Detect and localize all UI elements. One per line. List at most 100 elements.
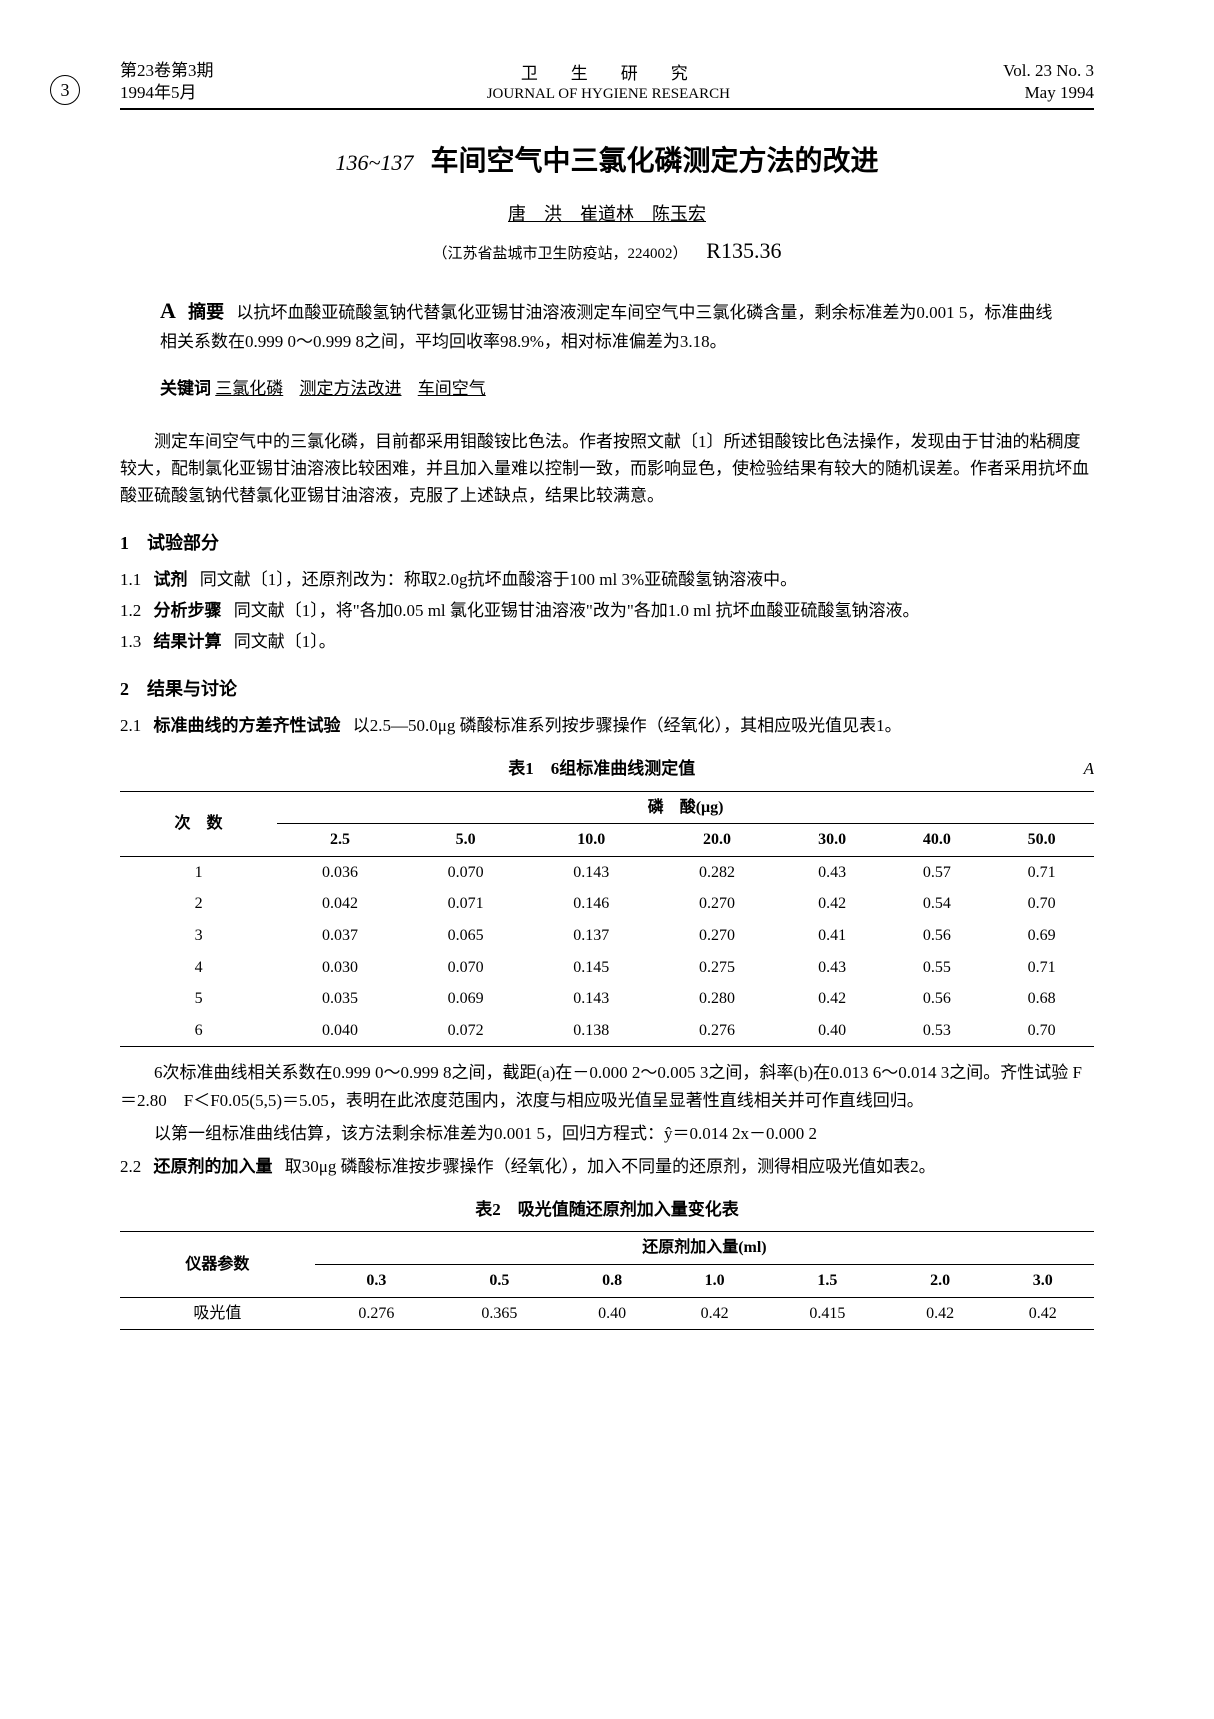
cell: 0.43 (780, 856, 885, 888)
cell: 0.040 (277, 1015, 403, 1047)
t1-col: 30.0 (780, 824, 885, 857)
table1-side-mark: A (1084, 755, 1094, 782)
sub-num: 2.2 (120, 1157, 141, 1176)
t1-col: 40.0 (885, 824, 990, 857)
table-row: 30.0370.0650.1370.2700.410.560.69 (120, 920, 1094, 952)
table-row: 50.0350.0690.1430.2800.420.560.68 (120, 983, 1094, 1015)
table-row: 20.0420.0710.1460.2700.420.540.70 (120, 888, 1094, 920)
cell: 0.42 (889, 1297, 992, 1330)
sub-num: 1.3 (120, 632, 141, 651)
abstract: A 摘要 以抗坏血酸亚硫酸氢钠代替氯化亚锡甘油溶液测定车间空气中三氯化磷含量，剩… (160, 293, 1054, 355)
cell: 0.365 (438, 1297, 561, 1330)
t2-col: 0.8 (561, 1264, 664, 1297)
cell: 0.57 (885, 856, 990, 888)
cell: 1 (120, 856, 277, 888)
authors: 唐 洪 崔道林 陈玉宏 (120, 200, 1094, 229)
page-circle: 3 (50, 75, 80, 105)
sub-label: 试剂 (154, 570, 188, 589)
cell: 0.42 (780, 983, 885, 1015)
caption-text: 表1 6组标准曲线测定值 (508, 759, 695, 778)
abstract-label: 摘要 (188, 302, 224, 322)
journal-cn: 卫 生 研 究 (487, 63, 730, 85)
t1-col: 5.0 (403, 824, 529, 857)
abstract-mark: A (160, 298, 176, 323)
journal-header: 第23卷第3期 1994年5月 卫 生 研 究 JOURNAL OF HYGIE… (120, 60, 1094, 110)
cell: 0.143 (528, 983, 654, 1015)
cell: 0.138 (528, 1015, 654, 1047)
table-row: 40.0300.0700.1450.2750.430.550.71 (120, 952, 1094, 984)
keywords-label: 关键词 (160, 379, 211, 398)
table-row: 吸光值 0.276 0.365 0.40 0.42 0.415 0.42 0.4… (120, 1297, 1094, 1330)
vol-line: Vol. 23 No. 3 (1003, 60, 1094, 82)
cell: 0.037 (277, 920, 403, 952)
subsection-1-2: 1.2 分析步骤 同文献〔1〕，将"各加0.05 ml 氯化亚锡甘油溶液"改为"… (120, 597, 1094, 624)
table-1: 次 数 磷 酸(μg) 2.5 5.0 10.0 20.0 30.0 40.0 … (120, 791, 1094, 1048)
cell: 0.070 (403, 952, 529, 984)
cell: 0.415 (766, 1297, 889, 1330)
t2-col: 1.5 (766, 1264, 889, 1297)
keyword-1: 三氯化磷 (215, 379, 283, 398)
cell: 0.56 (885, 920, 990, 952)
sub-label: 分析步骤 (154, 601, 222, 620)
cell: 2 (120, 888, 277, 920)
cell: 0.145 (528, 952, 654, 984)
t2-col: 0.5 (438, 1264, 561, 1297)
cell: 6 (120, 1015, 277, 1047)
cell: 0.143 (528, 856, 654, 888)
sub-num: 2.1 (120, 716, 141, 735)
cell: 0.40 (780, 1015, 885, 1047)
para-after-table1-1: 6次标准曲线相关系数在0.999 0～0.999 8之间，截距(a)在－0.00… (120, 1059, 1094, 1113)
subsection-2-2: 2.2 还原剂的加入量 取30μg 磷酸标准按步骤操作（经氧化），加入不同量的还… (120, 1153, 1094, 1180)
sub-text: 以2.5—50.0μg 磷酸标准系列按步骤操作（经氧化），其相应吸光值见表1。 (353, 716, 902, 735)
sub-label: 标准曲线的方差齐性试验 (154, 716, 341, 735)
page-range: 136~137 (336, 150, 414, 175)
cell: 0.42 (663, 1297, 766, 1330)
table-2: 仪器参数 还原剂加入量(ml) 0.3 0.5 0.8 1.0 1.5 2.0 … (120, 1231, 1094, 1330)
section-2-head: 2 结果与讨论 (120, 675, 1094, 704)
cell: 0.071 (403, 888, 529, 920)
table2-caption: 表2 吸光值随还原剂加入量变化表 (120, 1196, 1094, 1223)
sub-label: 还原剂的加入量 (154, 1157, 273, 1176)
cell: 0.56 (885, 983, 990, 1015)
subsection-1-3: 1.3 结果计算 同文献〔1〕。 (120, 628, 1094, 655)
subsection-1-1: 1.1 试剂 同文献〔1〕，还原剂改为：称取2.0g抗坏血酸溶于100 ml 3… (120, 566, 1094, 593)
journal-en: JOURNAL OF HYGIENE RESEARCH (487, 85, 730, 105)
cell: 0.072 (403, 1015, 529, 1047)
keyword-3: 车间空气 (418, 379, 486, 398)
cell: 0.53 (885, 1015, 990, 1047)
cell: 0.54 (885, 888, 990, 920)
cell: 0.69 (989, 920, 1094, 952)
cell: 0.68 (989, 983, 1094, 1015)
abstract-text: 以抗坏血酸亚硫酸氢钠代替氯化亚锡甘油溶液测定车间空气中三氯化磷含量，剩余标准差为… (160, 303, 1052, 351)
sub-num: 1.1 (120, 570, 141, 589)
header-left: 第23卷第3期 1994年5月 (120, 60, 214, 104)
cell: 0.280 (654, 983, 780, 1015)
issue-line: 第23卷第3期 (120, 60, 214, 82)
para-after-table1-2: 以第一组标准曲线估算，该方法剩余标准差为0.001 5，回归方程式：ŷ＝0.01… (120, 1120, 1094, 1147)
cell: 0.42 (991, 1297, 1094, 1330)
cell: 0.70 (989, 888, 1094, 920)
classification-code: R135.36 (706, 238, 781, 263)
cell: 0.55 (885, 952, 990, 984)
subsection-2-1: 2.1 标准曲线的方差齐性试验 以2.5—50.0μg 磷酸标准系列按步骤操作（… (120, 712, 1094, 739)
t1-col: 50.0 (989, 824, 1094, 857)
t2-spanhead: 还原剂加入量(ml) (315, 1232, 1094, 1265)
affiliation: （江苏省盐城市卫生防疫站，224002） R135.36 (120, 233, 1094, 268)
section-1-head: 1 试验部分 (120, 529, 1094, 558)
sub-text: 同文献〔1〕，将"各加0.05 ml 氯化亚锡甘油溶液"改为"各加1.0 ml … (234, 601, 920, 620)
sub-label: 结果计算 (154, 632, 222, 651)
cell: 0.43 (780, 952, 885, 984)
cell: 5 (120, 983, 277, 1015)
cell: 0.065 (403, 920, 529, 952)
table1-caption: 表1 6组标准曲线测定值 A (120, 755, 1094, 782)
intro-paragraph: 测定车间空气中的三氯化磷，目前都采用钼酸铵比色法。作者按照文献〔1〕所述钼酸铵比… (120, 428, 1094, 510)
cell: 0.270 (654, 920, 780, 952)
sub-text: 同文献〔1〕。 (234, 632, 336, 651)
header-center: 卫 生 研 究 JOURNAL OF HYGIENE RESEARCH (487, 63, 730, 105)
cell: 0.035 (277, 983, 403, 1015)
cell: 0.036 (277, 856, 403, 888)
sub-text: 取30μg 磷酸标准按步骤操作（经氧化），加入不同量的还原剂，测得相应吸光值如表… (285, 1157, 936, 1176)
t1-col: 20.0 (654, 824, 780, 857)
cell: 0.42 (780, 888, 885, 920)
cell: 0.275 (654, 952, 780, 984)
